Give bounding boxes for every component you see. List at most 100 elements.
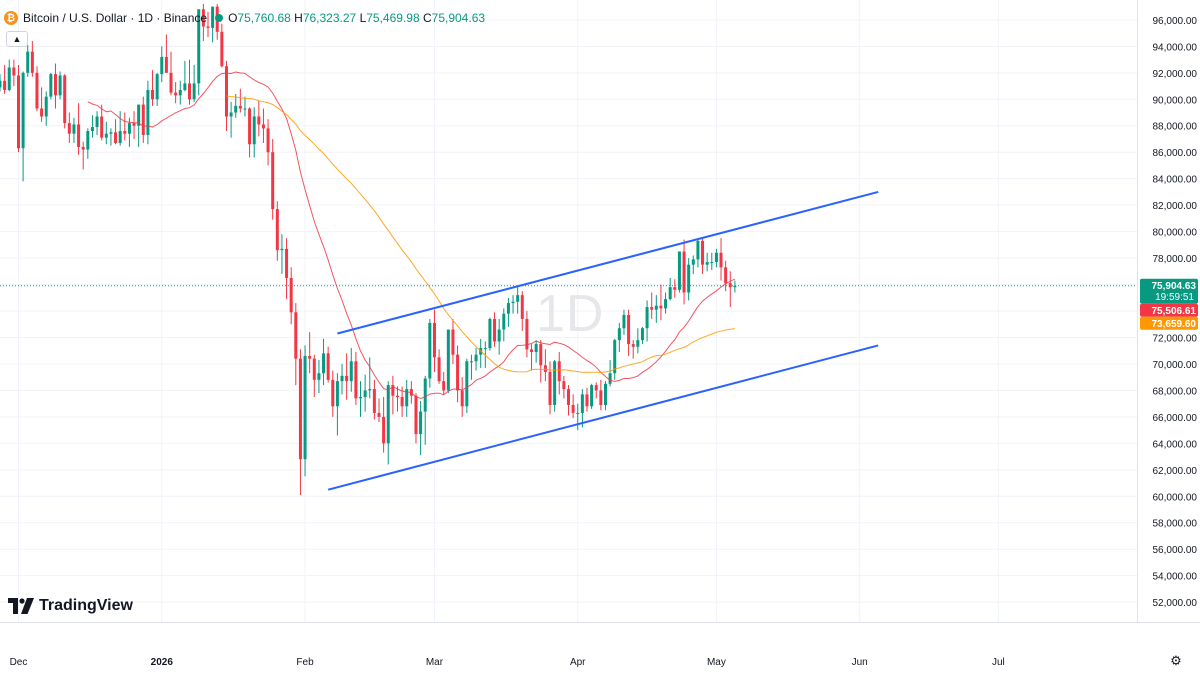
candle-body: [285, 248, 289, 278]
candle-body: [164, 56, 168, 73]
candle-body: [187, 83, 192, 100]
candle-body: [21, 72, 25, 149]
candle-body: [183, 83, 187, 91]
candle-body: [372, 389, 376, 413]
candle-body: [391, 385, 395, 396]
close-value: 75,904.63: [431, 11, 486, 25]
price-tick-label: 54,000.00: [1153, 572, 1198, 583]
candle-body: [511, 301, 515, 304]
price-tick-label: 86,000.00: [1153, 148, 1198, 159]
price-tick-label: 78,000.00: [1153, 254, 1198, 265]
candle-body: [580, 394, 584, 413]
candle-body: [63, 75, 67, 124]
candle-body: [49, 74, 53, 97]
candle-body: [132, 123, 136, 126]
price-tick-label: 84,000.00: [1153, 175, 1198, 186]
candle-body: [599, 390, 603, 405]
candle-body: [571, 404, 575, 413]
candle-body: [645, 307, 649, 329]
candle-body: [3, 80, 7, 91]
candle-body: [506, 303, 510, 314]
candle-body: [488, 318, 492, 349]
candle-body: [243, 108, 247, 110]
candle-body: [174, 92, 178, 96]
price-tick-label: 88,000.00: [1153, 122, 1198, 133]
candle-body: [608, 373, 612, 384]
moving-average-line: [87, 71, 736, 399]
candle-body: [622, 314, 626, 329]
candle-body: [12, 67, 16, 76]
price-tick-label: 64,000.00: [1153, 439, 1198, 450]
tradingview-logo[interactable]: TradingView: [8, 597, 133, 615]
last-price-label: 75,904.63: [1152, 281, 1197, 292]
candle-body: [95, 116, 99, 128]
candle-body: [118, 131, 122, 143]
candle-body: [474, 354, 478, 362]
candle-body: [224, 66, 228, 117]
candle-body: [502, 313, 506, 330]
last-price-label-bg: [1140, 278, 1198, 304]
candle-body: [100, 116, 104, 138]
candle-body: [266, 128, 270, 153]
ma-value-label-bg: [1140, 303, 1198, 317]
candle-body: [668, 287, 672, 300]
candle-body: [141, 104, 145, 136]
time-tick-label: May: [707, 657, 726, 668]
candle-body: [67, 123, 71, 134]
bitcoin-logo-icon: ₿: [4, 11, 18, 25]
candle-body: [312, 358, 316, 380]
candle-body: [382, 416, 386, 444]
time-tick-label: Jul: [992, 657, 1005, 668]
candle-body: [696, 240, 700, 260]
candle-body: [673, 287, 677, 290]
candle-body: [423, 378, 427, 412]
price-tick-label: 56,000.00: [1153, 545, 1198, 556]
candle-body: [548, 371, 552, 405]
candle-body: [465, 361, 469, 407]
time-tick-label: Apr: [570, 657, 586, 668]
candle-body: [659, 305, 663, 309]
chevron-up-icon[interactable]: ▲: [6, 31, 28, 47]
candle-body: [456, 354, 460, 391]
candle-body: [90, 127, 94, 132]
time-tick-label: Jun: [852, 657, 868, 668]
candle-body: [386, 385, 390, 444]
low-value: 75,469.98: [366, 11, 420, 25]
candle-body: [252, 116, 256, 145]
candle-body: [206, 26, 210, 28]
candle-body: [677, 251, 681, 290]
candle-body: [705, 262, 709, 265]
gear-icon[interactable]: ⚙: [1170, 653, 1182, 668]
candle-body: [192, 83, 196, 100]
time-tick-label: Mar: [426, 657, 444, 668]
candle-body: [585, 394, 589, 407]
high-key: H: [294, 11, 303, 25]
candle-body: [428, 322, 432, 379]
candle-body: [275, 209, 279, 251]
candle-body: [728, 283, 732, 288]
bar-countdown-label: 19:59:51: [1155, 292, 1194, 303]
price-tick-label: 90,000.00: [1153, 95, 1198, 106]
candle-body: [257, 116, 261, 125]
moving-average-line: [226, 95, 735, 374]
candle-body: [35, 72, 39, 109]
brand-name: TradingView: [39, 597, 133, 614]
symbol-title[interactable]: Bitcoin / U.S. Dollar · 1D · Binance: [23, 11, 208, 25]
candle-body: [354, 361, 358, 399]
candle-body: [123, 131, 127, 134]
candle-body: [451, 329, 455, 355]
candle-body: [335, 381, 339, 407]
candle-body: [308, 356, 312, 359]
candle-body: [714, 252, 718, 263]
candle-body: [220, 31, 224, 67]
candle-body: [590, 385, 594, 407]
interval-watermark: 1D: [536, 285, 605, 343]
candle-body: [414, 395, 418, 435]
candle-body: [363, 390, 367, 398]
candle-body: [701, 240, 705, 265]
candle-body: [201, 9, 205, 27]
candle-body: [395, 395, 399, 398]
price-tick-label: 62,000.00: [1153, 466, 1198, 477]
candle-body: [562, 381, 566, 390]
